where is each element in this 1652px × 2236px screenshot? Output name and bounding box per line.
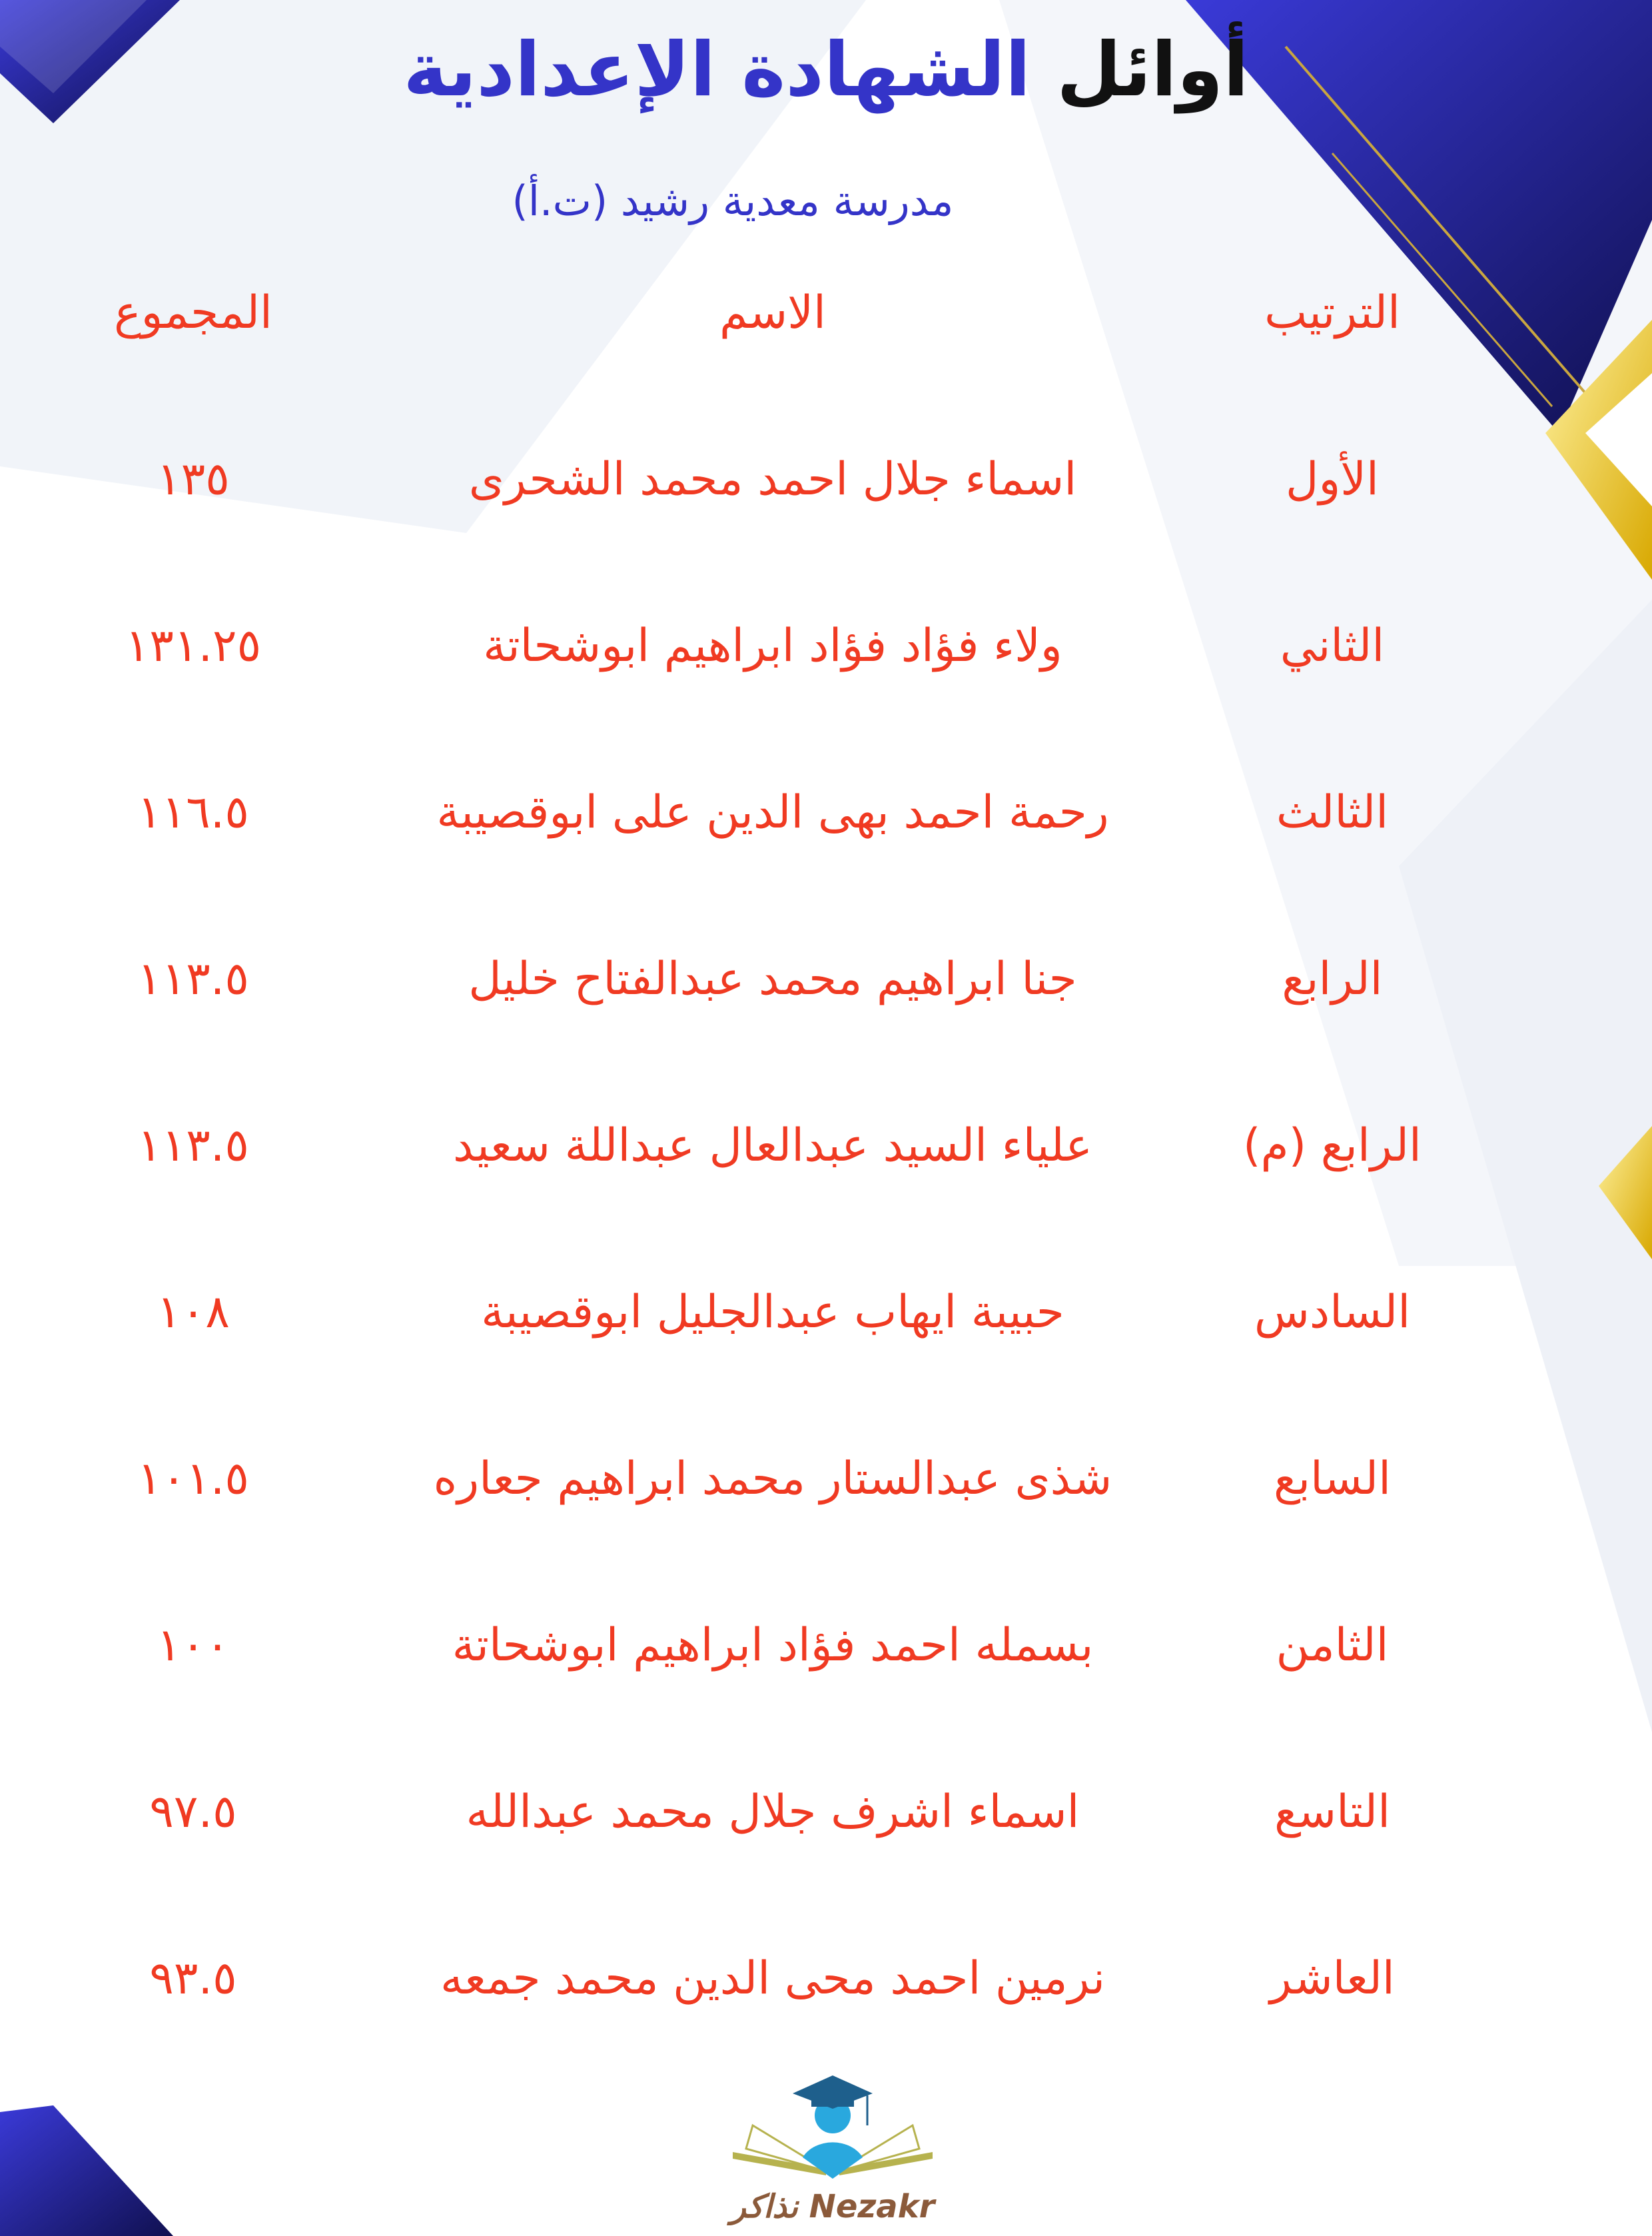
row-8-total: ١٠٠ [157, 1619, 230, 1672]
row-2-total: ١٣١.٢٥ [125, 620, 262, 672]
row-5-name: علياء السيد عبدالعال عبداللة سعيد [453, 1119, 1092, 1172]
row-1-name: اسماء جلال احمد محمد الشحرى [468, 453, 1077, 506]
school-name: مدرسة معدية رشيد (ت.أ) [512, 177, 954, 225]
row-5-rank: الرابع (م) [1243, 1119, 1422, 1172]
row-4-total: ١١٣.٥ [137, 953, 249, 1005]
svg-text:Nezakr نذاكر: Nezakr نذاكر [727, 2188, 937, 2225]
row-10-total: ٩٣.٥ [149, 1952, 237, 2005]
title-part-1: أوائل [1056, 27, 1249, 113]
column-header-total: المجموع [114, 286, 272, 339]
row-2-rank: الثاني [1280, 620, 1385, 672]
row-10-rank: العاشر [1270, 1952, 1395, 2005]
nezakr-logo: Nezakr نذاكر [727, 2075, 937, 2225]
row-7-total: ١٠١.٥ [137, 1452, 249, 1505]
row-8-name: بسمله احمد فؤاد ابراهيم ابوشحاتة [452, 1619, 1094, 1672]
row-6-total: ١٠٨ [157, 1286, 230, 1339]
row-2-name: ولاء فؤاد فؤاد ابراهيم ابوشحاتة [483, 620, 1062, 672]
row-9-name: اسماء اشرف جلال محمد عبدالله [466, 1786, 1080, 1838]
row-10-name: نرمين احمد محى الدين محمد جمعه [440, 1952, 1106, 2005]
row-3-name: رحمة احمد بهى الدين على ابوقصيبة [436, 786, 1109, 839]
title-part-2: الشهادة الإعدادية [403, 27, 1031, 113]
row-9-total: ٩٧.٥ [149, 1786, 237, 1838]
row-1-total: ١٣٥ [157, 453, 230, 506]
row-7-rank: السابع [1273, 1452, 1392, 1505]
page-title: أوائل الشهادة الإعدادية [0, 27, 1652, 113]
column-header-name: الاسم [719, 286, 826, 339]
column-header-rank: الترتيب [1264, 286, 1400, 339]
row-4-name: جنا ابراهيم محمد عبدالفتاح خليل [468, 953, 1077, 1005]
row-3-rank: الثالث [1276, 786, 1389, 839]
row-9-rank: التاسع [1274, 1786, 1391, 1838]
row-6-name: حبيبة ايهاب عبدالجليل ابوقصيبة [481, 1286, 1064, 1339]
row-1-rank: الأول [1286, 453, 1379, 506]
row-5-total: ١١٣.٥ [137, 1119, 249, 1172]
row-3-total: ١١٦.٥ [137, 786, 249, 839]
row-8-rank: الثامن [1276, 1619, 1389, 1672]
row-4-rank: الرابع [1282, 953, 1383, 1005]
row-7-name: شذى عبدالستار محمد ابراهيم جعاره [433, 1452, 1112, 1505]
row-6-rank: السادس [1254, 1286, 1411, 1339]
